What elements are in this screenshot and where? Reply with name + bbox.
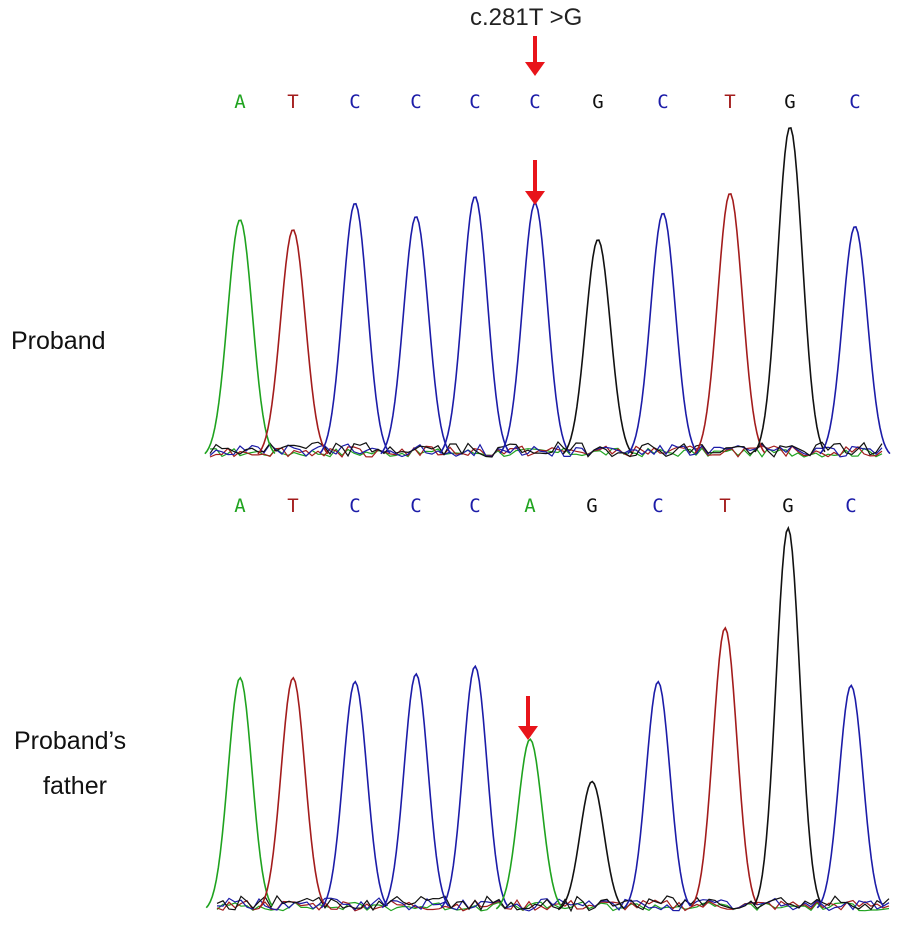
base-call-a: A — [234, 495, 246, 517]
peak-c — [440, 664, 508, 909]
baseline-noise-c — [209, 443, 883, 458]
base-call-g: G — [586, 495, 597, 517]
base-call-g: G — [782, 495, 793, 517]
base-call-g: G — [592, 91, 603, 113]
base-call-t: T — [287, 495, 298, 517]
base-call-c: C — [529, 91, 540, 113]
mutation-arrow-icon — [525, 36, 545, 76]
mutation-arrow-icon — [525, 160, 545, 205]
peak-t — [257, 229, 329, 455]
father-label-line-2: father — [43, 772, 107, 800]
peak-g — [557, 780, 625, 911]
baseline-noise-c — [216, 897, 890, 912]
base-call-a: A — [234, 91, 246, 113]
peak-g — [753, 525, 822, 906]
peak-c — [627, 212, 699, 455]
base-call-c: C — [349, 495, 360, 517]
proband-label: Proband — [11, 327, 106, 355]
base-call-c: C — [469, 91, 480, 113]
peak-t — [690, 626, 759, 908]
peak-a — [205, 676, 273, 909]
base-call-c: C — [849, 91, 860, 113]
peak-t — [694, 193, 766, 454]
base-call-c: C — [410, 495, 421, 517]
peak-c — [381, 672, 449, 909]
base-call-c: C — [410, 91, 421, 113]
peak-a — [495, 737, 563, 910]
base-call-c: C — [469, 495, 480, 517]
peak-c — [816, 684, 884, 909]
mutation-arrows — [518, 36, 545, 740]
peak-c — [499, 202, 571, 454]
peak-c — [380, 216, 452, 455]
base-call-c: C — [349, 91, 360, 113]
base-call-c: C — [845, 495, 856, 517]
base-call-t: T — [719, 495, 730, 517]
base-call-g: G — [784, 91, 795, 113]
peak-c — [623, 680, 691, 909]
peak-t — [258, 676, 326, 909]
peak-g — [562, 239, 634, 455]
base-call-c: C — [657, 91, 668, 113]
base-call-t: T — [287, 91, 298, 113]
base-call-c: C — [652, 495, 663, 517]
mutation-arrow-icon — [518, 696, 538, 740]
father-label-line-1: Proband’s — [14, 727, 127, 755]
peak-c — [439, 196, 511, 454]
peak-g — [754, 126, 826, 453]
peak-c — [320, 680, 388, 909]
base-call-a: A — [524, 495, 536, 517]
peak-a — [204, 219, 276, 455]
peak-c — [819, 226, 891, 455]
baseline-noise-t — [209, 445, 883, 458]
baseline-noise-g — [216, 894, 890, 913]
base-call-t: T — [724, 91, 735, 113]
mutation-label: c.281T >G — [470, 4, 583, 31]
baseline-noise-t — [216, 898, 890, 912]
peak-c — [319, 202, 391, 454]
